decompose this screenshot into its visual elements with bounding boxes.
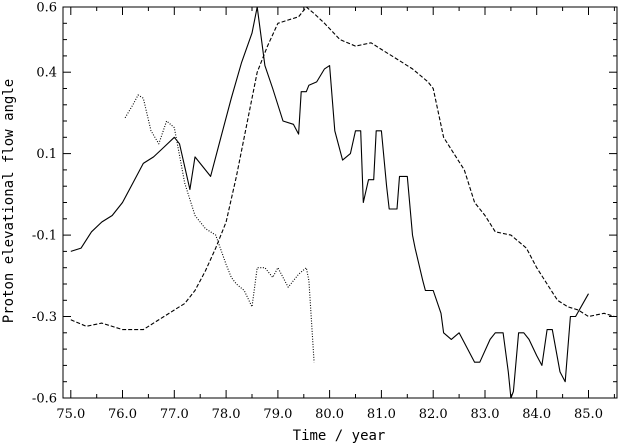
axis-ticks [63, 6, 617, 399]
x-tick-label: 85.0 [574, 407, 603, 422]
x-tick-label: 79.0 [263, 407, 292, 422]
x-axis-label: Time / year [293, 428, 386, 443]
x-tick-labels: 75.0 76.0 77.0 78.0 79.0 80.0 81.0 82.0 83.0 84.0… [56, 407, 603, 422]
plot-frame [62, 6, 618, 399]
x-tick-label: 76.0 [108, 407, 137, 422]
series-line-solid [70, 6, 589, 399]
y-tick-label: -0.6 [32, 392, 57, 407]
series-lines [70, 6, 615, 399]
x-tick-label: 75.0 [56, 407, 85, 422]
y-tick-label: -0.1 [32, 229, 57, 244]
y-tick-label: 0.1 [36, 147, 57, 162]
y-axis-label: Proton elevational flow angle [1, 79, 17, 323]
y-tick-label: -0.3 [32, 310, 57, 325]
y-tick-label: 0.6 [36, 1, 57, 16]
y-tick-labels: -0.6 -0.3 -0.1 0.1 0.4 0.6 [32, 1, 57, 407]
x-tick-label: 77.0 [160, 407, 189, 422]
y-tick-label: 0.4 [36, 66, 57, 81]
x-tick-label: 81.0 [367, 407, 396, 422]
plot-border [62, 6, 618, 399]
x-tick-label: 82.0 [419, 407, 448, 422]
x-tick-label: 80.0 [315, 407, 344, 422]
x-tick-label: 78.0 [212, 407, 241, 422]
x-tick-label: 83.0 [471, 407, 500, 422]
series-line-dotted [124, 94, 315, 363]
x-tick-label: 84.0 [522, 407, 551, 422]
series-line-dashed [70, 6, 615, 331]
